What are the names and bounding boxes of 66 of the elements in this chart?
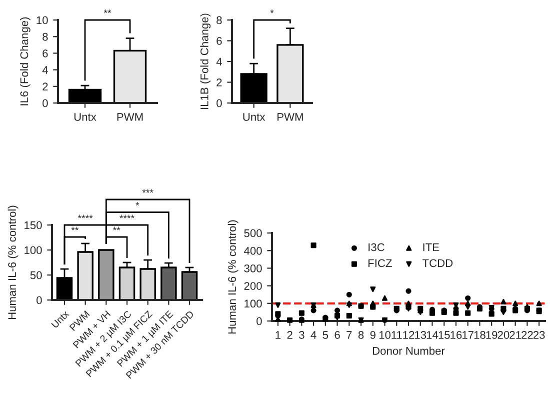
text: * (270, 10, 274, 14)
x-tick-label: 7 (346, 331, 352, 339)
x-tick-label: 6 (334, 331, 340, 339)
y-axis-title: IL6 (Fold Change) (20, 17, 30, 106)
x-tick-label: 1 (276, 331, 280, 339)
x-tick-label: 22 (522, 331, 533, 339)
x-tick-label: 20 (498, 331, 510, 339)
x-tick-label: 14 (426, 331, 438, 339)
x-tick-label: 21 (510, 331, 521, 339)
x-tick-label: 10 (379, 331, 391, 339)
x-tick-label: PWM (117, 113, 143, 121)
y-tick-label: 500 (244, 229, 262, 238)
x-tick-label: Untx (243, 113, 266, 121)
legend-label: TCDD (422, 259, 453, 268)
x-tick-label: 13 (415, 331, 426, 339)
x-tick-label: Untx (74, 113, 96, 121)
text: ** (104, 10, 112, 14)
x-tick-label: 18 (474, 331, 486, 339)
y-tick-label: 6 (42, 49, 48, 58)
x-tick-label: 19 (486, 331, 498, 339)
text: **** (120, 214, 134, 218)
annotation: ** (112, 226, 120, 230)
y-axis-title: Human IL-6 (% control) (8, 206, 18, 320)
x-tick-label: 12 (403, 331, 414, 339)
x-tick-label: 2 (287, 331, 292, 339)
y-tick-label: 2 (42, 82, 48, 90)
y-tick-label: 0 (42, 99, 48, 108)
text: *** (142, 189, 154, 193)
x-tick-label: Untx (51, 310, 70, 328)
y-tick-label: 200 (244, 282, 262, 290)
x-tick-label: 8 (358, 331, 364, 339)
x-tick-label: PWM (278, 113, 303, 121)
x-tick-label: 9 (370, 331, 376, 339)
y-axis-title: Human IL-6 (% control) (228, 220, 238, 334)
y-tick-label: 100 (244, 300, 262, 308)
y-tick-label: 8 (42, 32, 48, 41)
y-tick-label: 150 (24, 221, 42, 230)
text: * (136, 202, 140, 206)
y-tick-label: 4 (216, 58, 222, 66)
x-tick-label: 5 (322, 331, 328, 339)
y-tick-label: 2 (216, 78, 222, 86)
x-tick-label: 15 (438, 331, 450, 339)
x-tick-label: 16 (450, 331, 462, 339)
legend-label: I3C (368, 243, 384, 252)
x-tick-label: 3 (299, 331, 304, 339)
x-tick-label: 11 (392, 331, 402, 339)
annotation: ** (71, 226, 79, 230)
y-tick-label: 4 (42, 66, 48, 74)
legend-label: FICZ (368, 259, 392, 268)
y-tick-label: 100 (24, 246, 42, 254)
y-tick-label: 400 (244, 246, 262, 255)
y-tick-label: 50 (30, 271, 42, 280)
y-tick-label: 0 (216, 99, 222, 108)
y-tick-label: 8 (216, 16, 222, 24)
x-tick-label: 17 (462, 331, 474, 339)
y-tick-label: 300 (244, 264, 262, 272)
y-tick-label: 6 (216, 37, 222, 45)
x-tick-label: 4 (310, 331, 316, 339)
y-axis-title: IL1B (Fold Change) (200, 14, 211, 109)
y-tick-label: 0 (256, 317, 262, 326)
y-tick-label: 0 (36, 296, 42, 304)
legend-label: ITE (423, 243, 440, 252)
y-tick-label: 10 (36, 16, 48, 24)
text: **** (78, 214, 93, 218)
x-tick-label: 23 (533, 331, 545, 339)
x-axis-title: Donor Number (372, 346, 445, 355)
